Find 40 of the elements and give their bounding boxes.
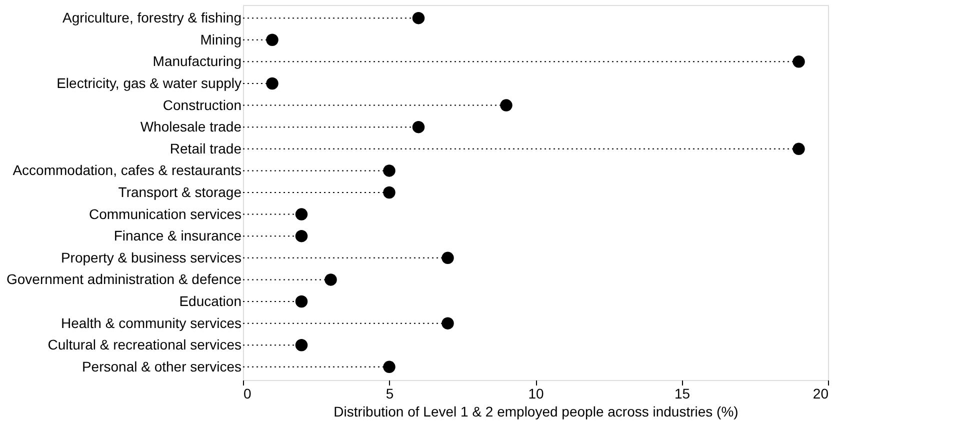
y-tick-label: Agriculture, forestry & fishing bbox=[62, 10, 242, 26]
point bbox=[266, 77, 278, 90]
y-tick-label: Finance & insurance bbox=[114, 228, 242, 244]
x-tick-label: 0 bbox=[244, 386, 252, 402]
y-tick-label: Construction bbox=[162, 96, 242, 113]
point bbox=[295, 295, 308, 308]
point bbox=[442, 317, 454, 330]
y-tick-label: Cultural & recreational services bbox=[48, 336, 242, 353]
y-tick-label: Property & business services bbox=[60, 249, 242, 266]
point bbox=[383, 186, 396, 199]
point bbox=[266, 34, 278, 46]
y-tick-label: Mining bbox=[200, 31, 242, 48]
y-tick-label: Electricity, gas & water supply bbox=[56, 74, 242, 91]
y-tick-label: Education bbox=[179, 293, 242, 310]
y-tick-label: Wholesale trade bbox=[140, 118, 242, 135]
point bbox=[792, 56, 805, 68]
y-tick-label: Retail trade bbox=[170, 140, 242, 156]
y-tick-label: Accommodation, cafes & restaurants bbox=[12, 162, 242, 178]
point bbox=[500, 99, 512, 112]
y-tick-label: Transport & storage bbox=[118, 184, 242, 200]
y-tick-label: Health & community services bbox=[60, 314, 242, 331]
y-tick-label: Personal & other services bbox=[82, 358, 242, 374]
y-tick-label: Government administration & defence bbox=[6, 271, 242, 288]
point bbox=[383, 360, 396, 374]
x-tick-label: 10 bbox=[528, 386, 544, 402]
point bbox=[442, 252, 454, 264]
point bbox=[295, 208, 308, 220]
point bbox=[412, 12, 425, 24]
x-axis-title: Distribution of Level 1 & 2 employed people across industries (%) bbox=[334, 404, 738, 420]
point bbox=[792, 142, 805, 156]
y-tick-label: Manufacturing bbox=[152, 53, 242, 70]
point bbox=[324, 274, 337, 286]
x-tick-label: 15 bbox=[674, 386, 690, 402]
x-tick-label: 20 bbox=[812, 386, 829, 402]
point bbox=[295, 230, 308, 242]
point bbox=[412, 120, 425, 134]
point bbox=[295, 339, 308, 352]
x-tick-label: 5 bbox=[386, 386, 394, 402]
point bbox=[383, 164, 396, 177]
y-tick-label: Communication services bbox=[89, 206, 242, 222]
